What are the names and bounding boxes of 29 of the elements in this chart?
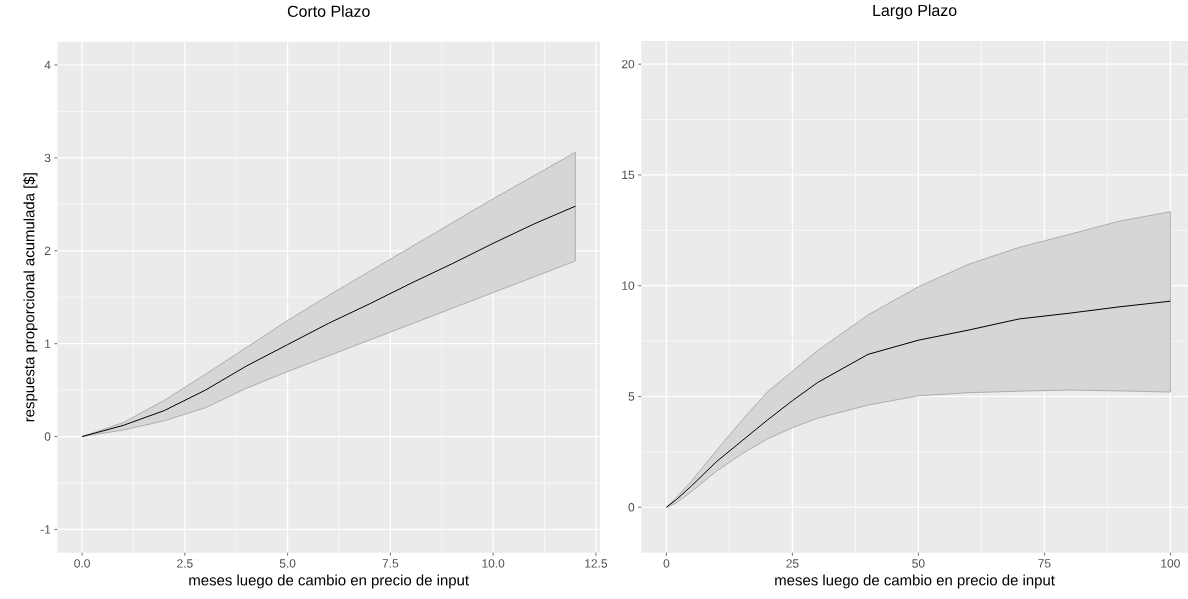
chart-title: Largo Plazo xyxy=(873,4,957,20)
y-axis-title: respuesta proporcional acumulada [$] xyxy=(23,173,38,422)
y-tick-label: 4 xyxy=(44,60,51,70)
y-tick-label: 5 xyxy=(628,392,635,401)
x-tick-label: 0 xyxy=(663,559,670,568)
chart-title: Corto Plazo xyxy=(287,5,370,17)
x-axis-title: meses luego de cambio en precio de input xyxy=(189,574,469,589)
y-tick-label: 10 xyxy=(622,281,635,290)
y-tick-label: 20 xyxy=(621,59,635,69)
y-tick-label: 2 xyxy=(44,246,51,255)
x-tick-label: 25 xyxy=(786,559,799,568)
line-series xyxy=(665,300,1171,508)
x-tick-label: 5.0 xyxy=(279,559,296,568)
x-tick-label: 7.5 xyxy=(382,559,399,568)
y-tick-label: -1 xyxy=(40,525,51,534)
x-tick-label: 0.0 xyxy=(74,559,90,568)
x-tick-label: 2.5 xyxy=(177,559,193,568)
y-tick-label: 1 xyxy=(45,339,51,348)
x-tick-label: 100 xyxy=(1161,559,1180,568)
x-tick-label: 75 xyxy=(1038,559,1051,568)
x-axis-title: meses luego de cambio en precio de input xyxy=(775,574,1055,589)
line-series xyxy=(81,205,576,438)
y-tick-label: 3 xyxy=(44,153,51,163)
x-tick-label: 12.5 xyxy=(585,559,608,568)
x-tick-label: 50 xyxy=(912,559,925,568)
y-tick-label: 15 xyxy=(622,170,635,180)
y-tick-label: 0 xyxy=(628,503,635,512)
y-tick-label: 0 xyxy=(44,432,51,441)
x-tick-label: 10.0 xyxy=(482,559,505,568)
